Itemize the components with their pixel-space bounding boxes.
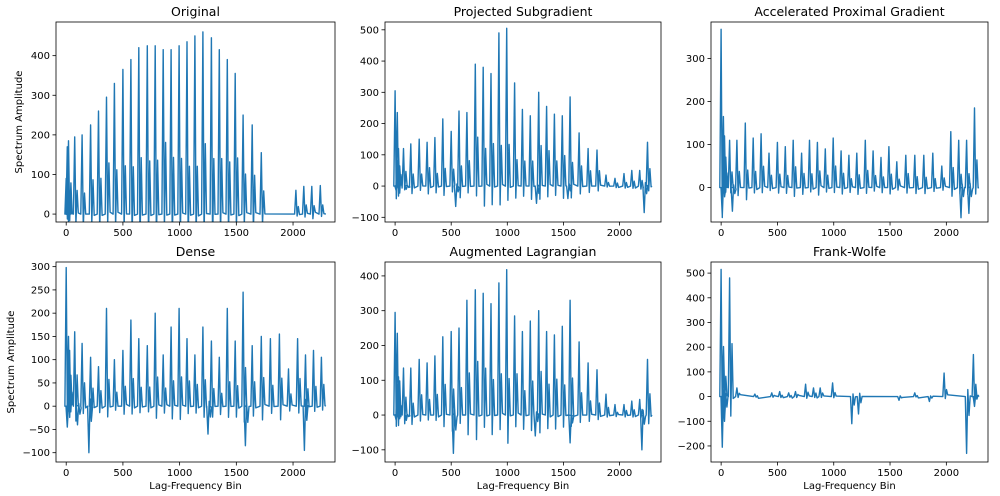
chart-panel-5: 0 500 1000 1500 2000 −100 0 100 200 300 400 Augment… — [352, 244, 662, 492]
series-line — [719, 268, 980, 455]
y-tick-label: 0 — [373, 411, 379, 422]
y-tick-label: 300 — [31, 91, 50, 102]
chart-title: Original — [171, 4, 220, 19]
x-tick-label: 0 — [63, 468, 69, 479]
chart-title: Projected Subgradient — [454, 4, 593, 19]
chart-panel-1: 0 500 1000 1500 2000 0 100 200 300 400 Original Spe… — [14, 4, 336, 239]
y-tick-label: 300 — [686, 54, 705, 65]
chart-title: Accelerated Proximal Gradient — [754, 4, 944, 19]
x-tick-label: 500 — [113, 228, 132, 239]
y-tick-label: 0 — [373, 182, 379, 193]
x-tick-label: 1500 — [224, 228, 249, 239]
x-tick-label: 500 — [768, 468, 787, 479]
x-tick-label: 1000 — [167, 468, 192, 479]
y-tick-label: −50 — [29, 425, 50, 436]
x-tick-label: 1500 — [224, 468, 249, 479]
x-tick-label: 0 — [718, 228, 724, 239]
x-tick-label: 1000 — [495, 228, 520, 239]
series-line — [64, 31, 327, 222]
x-tick-label: 1000 — [821, 468, 846, 479]
y-tick-label: 0 — [699, 392, 705, 403]
y-tick-label: 300 — [686, 318, 705, 329]
y-tick-label: 300 — [31, 262, 50, 273]
chart-panel-2: 0 500 1000 1500 2000 −100 0 100 200 300 400 500 Proj… — [352, 4, 662, 239]
x-tick-label: 1000 — [167, 228, 192, 239]
chart-title: Augmented Lagrangian — [450, 244, 597, 259]
x-tick-label: 2000 — [934, 468, 959, 479]
x-tick-label: 2000 — [934, 228, 959, 239]
x-tick-label: 500 — [768, 228, 787, 239]
x-tick-label: 1500 — [877, 468, 902, 479]
x-tick-label: 500 — [442, 468, 461, 479]
y-tick-label: 0 — [699, 183, 705, 194]
x-tick-label: 1500 — [877, 228, 902, 239]
chart-title: Frank-Wolfe — [813, 244, 886, 259]
x-axis-label: Lag-Frequency Bin — [803, 481, 895, 492]
y-tick-label: −100 — [23, 448, 50, 459]
y-tick-label: 100 — [686, 140, 705, 151]
plot-frame — [710, 21, 989, 223]
y-tick-label: 100 — [360, 376, 379, 387]
y-tick-label: 100 — [360, 150, 379, 161]
y-tick-label: 400 — [686, 293, 705, 304]
chart-title: Dense — [176, 244, 216, 259]
x-tick-label: 2000 — [607, 468, 632, 479]
y-tick-label: 400 — [360, 271, 379, 282]
y-tick-label: 200 — [31, 309, 50, 320]
y-tick-label: 0 — [44, 402, 50, 413]
chart-panel-3: 0 500 1000 1500 2000 0 100 200 300 Accelerated Pr… — [686, 4, 989, 239]
y-axis-label: Spectrum Amplitude — [14, 71, 25, 174]
y-tick-label: 200 — [31, 130, 50, 141]
x-tick-label: 2000 — [607, 228, 632, 239]
y-axis-label: Spectrum Amplitude — [6, 311, 17, 414]
x-tick-label: 1000 — [495, 468, 520, 479]
y-tick-label: 100 — [686, 367, 705, 378]
y-tick-label: 100 — [31, 170, 50, 181]
chart-panel-4: 0 500 1000 1500 2000 −100 −50 0 50 100 150 200 250 30… — [6, 244, 336, 492]
y-tick-label: 150 — [31, 332, 50, 343]
y-tick-label: −100 — [352, 213, 379, 224]
y-tick-label: 300 — [360, 88, 379, 99]
chart-panel-6: 0 500 1000 1500 2000 −200 −100 0 100 200 300 400 500… — [678, 244, 989, 492]
y-tick-label: 200 — [686, 343, 705, 354]
plot-frame — [384, 261, 662, 463]
x-axis-label: Lag-Frequency Bin — [477, 481, 569, 492]
y-tick-label: 100 — [31, 355, 50, 366]
x-tick-label: 0 — [392, 468, 398, 479]
x-tick-label: 0 — [63, 228, 69, 239]
y-tick-label: 250 — [31, 285, 50, 296]
series-line — [393, 269, 653, 454]
y-tick-label: 200 — [360, 119, 379, 130]
x-tick-label: 2000 — [280, 228, 305, 239]
x-tick-label: 1500 — [551, 468, 576, 479]
y-tick-label: 200 — [360, 341, 379, 352]
series-line — [719, 28, 980, 219]
x-tick-label: 500 — [113, 468, 132, 479]
y-tick-label: 50 — [37, 378, 50, 389]
x-tick-label: 1000 — [821, 228, 846, 239]
y-tick-label: 500 — [360, 25, 379, 36]
y-tick-label: 0 — [44, 210, 50, 221]
x-tick-label: 500 — [442, 228, 461, 239]
y-tick-label: 400 — [31, 51, 50, 62]
y-tick-label: 200 — [686, 97, 705, 108]
series-line — [64, 266, 327, 454]
plot-frame — [384, 21, 662, 223]
x-tick-label: 2000 — [280, 468, 305, 479]
series-line — [393, 27, 653, 214]
x-tick-label: 0 — [718, 468, 724, 479]
plot-frame — [55, 21, 336, 223]
y-tick-label: −200 — [678, 441, 705, 452]
x-tick-label: 0 — [392, 228, 398, 239]
plot-frame — [710, 261, 989, 463]
y-tick-label: −100 — [678, 417, 705, 428]
x-tick-label: 1500 — [551, 228, 576, 239]
y-tick-label: 400 — [360, 57, 379, 68]
y-tick-label: 300 — [360, 306, 379, 317]
y-tick-label: 500 — [686, 269, 705, 280]
x-axis-label: Lag-Frequency Bin — [149, 481, 241, 492]
y-tick-label: −100 — [352, 445, 379, 456]
plot-frame — [55, 261, 336, 463]
